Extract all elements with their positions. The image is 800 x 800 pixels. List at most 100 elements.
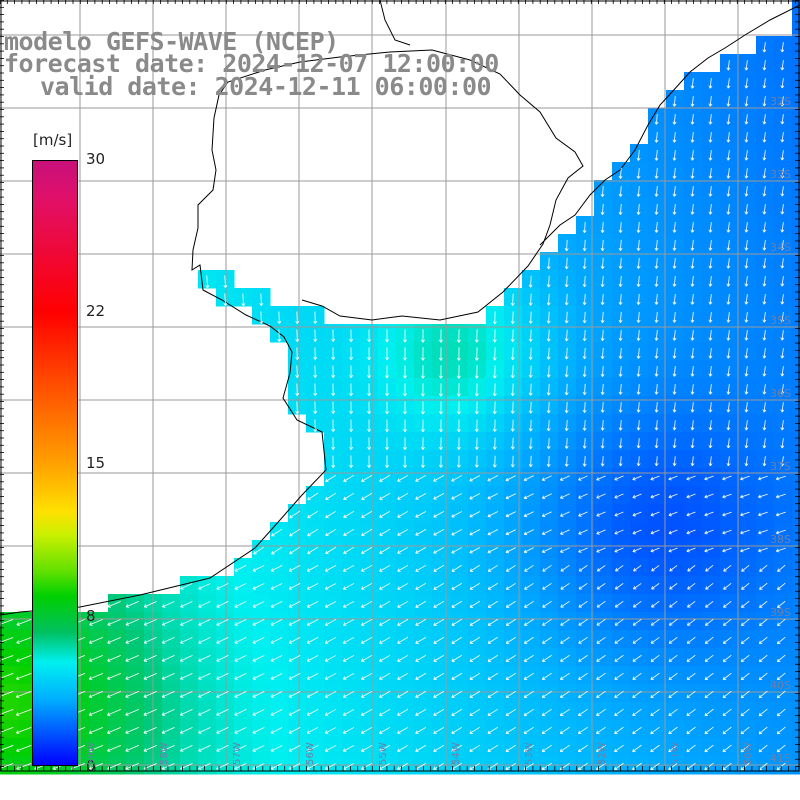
wind-arrow [600,401,605,413]
wind-arrow [672,239,677,251]
wind-arrow [636,438,641,449]
wind-arrow [560,511,570,517]
wind-arrow [614,511,624,517]
wind-arrow [668,726,678,735]
colorbar-tick-0: 0 [86,757,96,775]
wind-arrow [259,311,264,324]
wind-arrow [510,437,515,450]
wind-arrow [331,365,336,378]
wind-arrow [632,475,642,481]
wind-arrow [523,708,534,716]
wind-arrow [636,456,641,467]
wind-arrow [456,401,461,415]
wind-arrow [241,293,246,307]
wind-arrow [361,654,373,662]
wind-arrow [421,419,425,433]
wind-arrow [704,547,714,553]
wind-arrow [456,455,461,468]
wind-arrow [690,96,695,107]
wind-arrow [492,455,497,468]
lat-label: 33S [770,168,791,181]
lat-label: 39S [770,606,791,619]
wind-arrow [342,744,355,752]
wind-arrow [415,474,427,482]
wind-arrow [650,529,660,535]
wind-arrow [420,347,425,361]
wind-arrow [161,619,175,626]
lat-label: 34S [770,241,791,254]
wind-arrow [726,114,731,125]
wind-arrow [451,529,463,536]
wind-arrow [234,655,247,662]
wind-arrow [777,600,786,608]
wind-arrow [762,204,767,215]
wind-arrow [596,618,606,626]
wind-arrow [600,275,605,287]
wind-arrow [451,744,463,752]
wind-arrow [600,185,605,197]
wind-arrow [726,402,731,413]
wind-arrow [600,293,605,306]
wind-arrow [313,365,318,378]
wind-arrow [541,511,552,517]
wind-arrow [487,582,498,590]
wind-arrow [288,565,301,572]
wind-arrow [668,547,678,553]
wind-arrow [636,221,641,233]
wind-arrow [331,455,336,468]
wind-arrow [143,655,157,662]
wind-arrow [324,564,337,572]
wind-arrow [672,149,677,161]
wind-arrow [651,565,660,572]
wind-arrow [505,744,517,752]
wind-arrow [469,493,481,500]
wind-arrow [205,275,210,289]
wind-arrow [361,726,373,734]
wind-arrow [705,600,714,608]
wind-arrow [528,437,533,450]
wind-arrow [438,347,443,361]
wind-arrow [636,149,641,161]
wind-arrow [762,168,767,179]
wind-arrow [780,276,785,287]
wind-arrow [740,475,750,481]
wind-arrow [672,275,677,287]
wind-arrow [654,275,659,287]
wind-arrow [70,763,86,770]
lon-label: 57W [232,742,243,765]
wind-arrow [360,762,373,770]
wind-arrow [668,475,678,481]
wind-arrow [541,672,552,680]
wind-arrow [708,348,713,359]
wind-arrow [288,601,301,608]
wind-arrow [704,708,714,717]
wind-arrow [762,312,767,323]
wind-arrow [780,114,785,125]
wind-arrow [582,383,587,395]
wind-cell [792,432,800,451]
wind-arrow [618,311,623,323]
wind-arrow [744,222,749,233]
wind-arrow [690,168,695,179]
wind-arrow [379,618,391,626]
wind-arrow [295,365,300,378]
wind-arrow [690,384,695,395]
wind-arrow [259,293,264,306]
wind-arrow [451,690,463,698]
wind-arrow [780,60,785,71]
wind-arrow [780,312,785,323]
wind-arrow [559,726,570,734]
wind-arrow [179,745,193,752]
wind-arrow [762,186,767,197]
wind-arrow [415,744,427,752]
wind-arrow [740,744,750,753]
wind-arrow [726,222,731,233]
wind-arrow [541,708,552,716]
colorbar-tick-8: 8 [86,607,96,625]
wind-arrow [744,204,749,215]
wind-arrow [780,150,785,161]
wind-arrow [125,673,139,680]
wind-arrow [397,600,409,608]
wind-arrow [560,600,570,608]
wind-arrow [636,420,641,431]
